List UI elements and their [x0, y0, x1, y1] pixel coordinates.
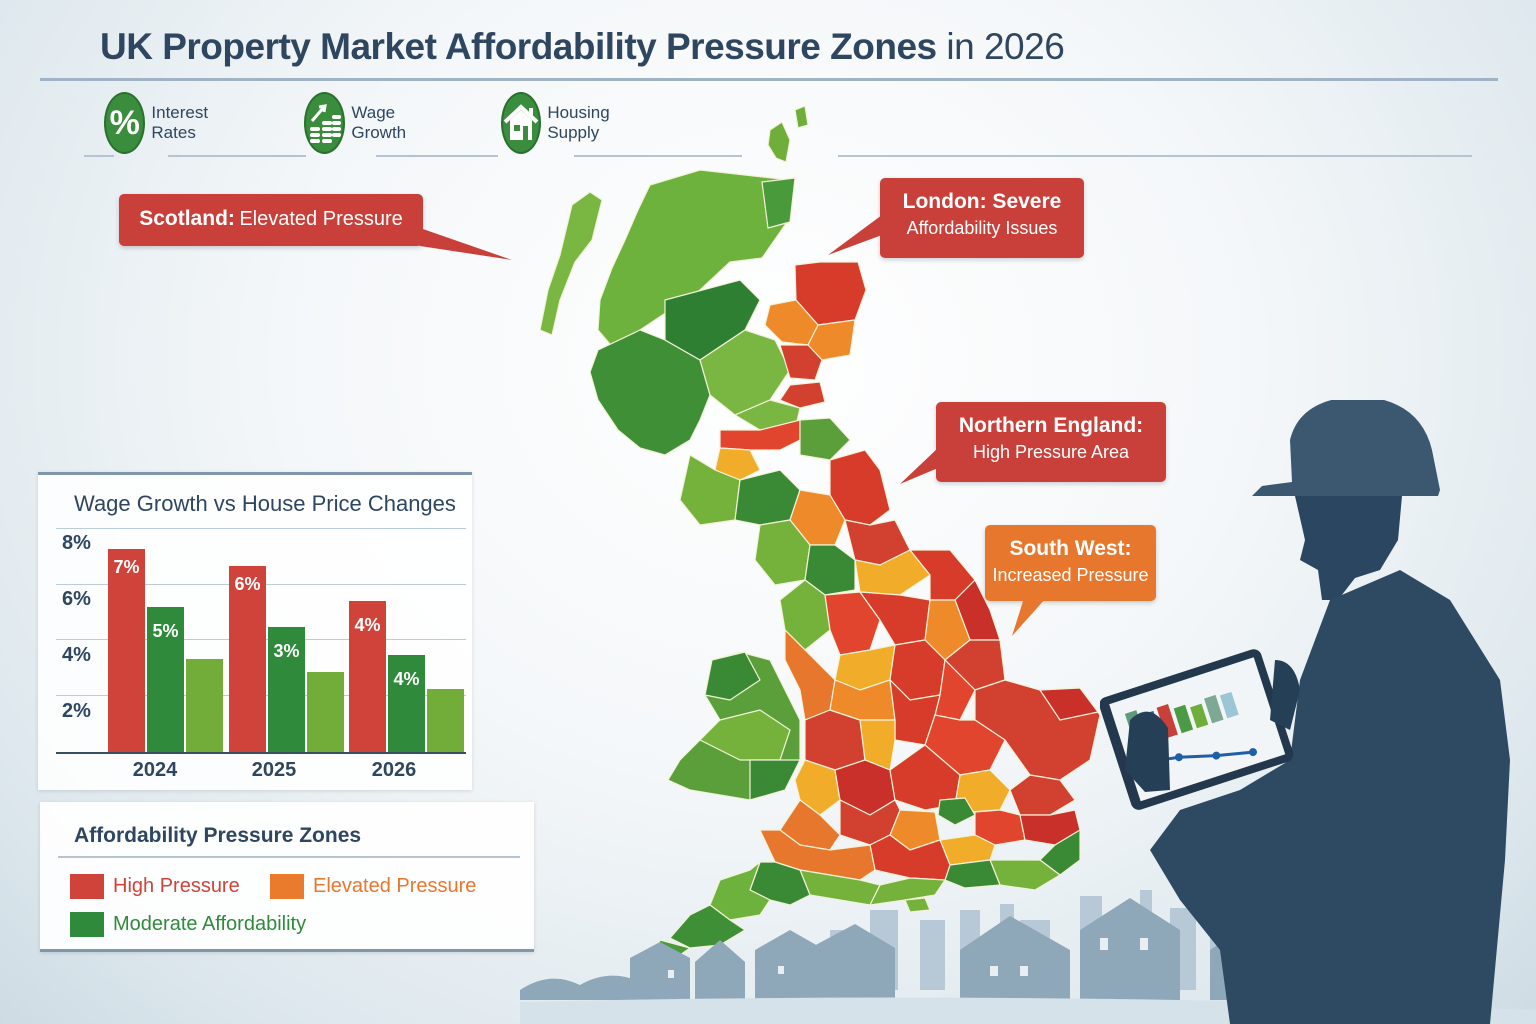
- title-divider: [40, 78, 1498, 81]
- wage-growth-icon: [304, 92, 346, 154]
- legend-title: Affordability Pressure Zones: [74, 824, 362, 847]
- x-tick-label: 2024: [132, 759, 178, 781]
- page-title: UK Property Market Affordability Pressur…: [100, 26, 1065, 68]
- title-main: UK Property Market Affordability Pressur…: [100, 26, 937, 67]
- uk-pressure-map: [539, 105, 1101, 956]
- callout-northern-england: Northern England: High Pressure Area: [936, 402, 1166, 482]
- callout-london: London: Severe Affordability Issues: [880, 178, 1084, 258]
- bar-series3-2025: [307, 672, 344, 752]
- x-tick-label: 2026: [371, 759, 417, 781]
- callout-text: High Pressure Area: [972, 442, 1130, 462]
- callout-pointer: [420, 228, 512, 260]
- swatch-moderate: [70, 912, 104, 937]
- divider: [574, 155, 742, 157]
- bar-wage-growth-2025: 3%: [268, 627, 305, 752]
- callout-heading: South West:: [1009, 537, 1132, 560]
- callout-pointer: [1012, 598, 1046, 636]
- y-tick-label: 6%: [62, 588, 91, 610]
- y-tick-label: 2%: [62, 700, 91, 722]
- x-axis: [56, 752, 466, 754]
- y-tick-label: 8%: [62, 532, 91, 554]
- bar-house-price-2025: 6%: [229, 566, 266, 752]
- driver-label: Interest Rates: [151, 103, 209, 142]
- wage-vs-house-price-chart: Wage Growth vs House Price Changes 8% 6%…: [38, 472, 472, 790]
- bar-house-price-2024: 7%: [108, 549, 145, 752]
- callout-text: Increased Pressure: [992, 565, 1149, 585]
- worker-with-tablet-illustration: [1100, 400, 1510, 1024]
- callout-text: Elevated Pressure: [239, 208, 403, 230]
- divider: [58, 856, 520, 858]
- swatch-elevated: [270, 874, 304, 899]
- bar-house-price-2026: 4%: [349, 601, 386, 752]
- legend-item-high: High Pressure: [70, 874, 240, 899]
- divider: [838, 155, 1472, 157]
- callout-pointer: [828, 215, 882, 255]
- legend-item-moderate: Moderate Affordability: [70, 912, 306, 937]
- legend-item-elevated: Elevated Pressure: [270, 874, 476, 899]
- gridline: [56, 528, 466, 529]
- callout-heading: Northern England:: [958, 414, 1144, 437]
- divider: [376, 155, 498, 157]
- chart-plot-area: 8% 6% 4% 2% 7% 5% 6% 3% 4% 4% 2024 2025 …: [38, 475, 472, 793]
- shetland-region: [767, 121, 791, 163]
- chart-title: Wage Growth vs House Price Changes: [74, 491, 456, 516]
- divider: [84, 155, 114, 157]
- pressure-zones-legend: Affordability Pressure Zones High Pressu…: [40, 802, 534, 952]
- driver-label: Wage Growth: [351, 103, 407, 142]
- driver-wage-growth: Wage Growth: [304, 92, 423, 154]
- callout-south-west: South West: Increased Pressure: [985, 525, 1156, 601]
- callout-pointer: [900, 448, 938, 484]
- bar-series3-2026: [427, 689, 464, 752]
- house-icon: [501, 92, 542, 154]
- driver-label: Housing Supply: [547, 103, 610, 142]
- bar-wage-growth-2024: 5%: [147, 607, 184, 752]
- y-tick-label: 4%: [62, 644, 91, 666]
- x-tick-label: 2025: [251, 759, 297, 781]
- title-year: in 2026: [946, 26, 1065, 67]
- driver-interest-rates: % Interest Rates: [104, 92, 225, 154]
- callout-text: Affordability Issues: [906, 218, 1058, 238]
- bar-series3-2024: [186, 659, 223, 752]
- callout-heading: London: Severe: [902, 190, 1062, 213]
- driver-housing-supply: Housing Supply: [501, 92, 627, 154]
- bar-wage-growth-2026: 4%: [388, 655, 425, 752]
- callout-scotland: Scotland: Elevated Pressure: [119, 194, 423, 246]
- london-region: [937, 797, 976, 826]
- divider: [168, 155, 306, 157]
- callout-heading: Scotland:: [139, 207, 235, 230]
- percent-icon: %: [104, 92, 146, 154]
- swatch-high: [70, 874, 104, 899]
- outer-hebrides: [539, 191, 603, 336]
